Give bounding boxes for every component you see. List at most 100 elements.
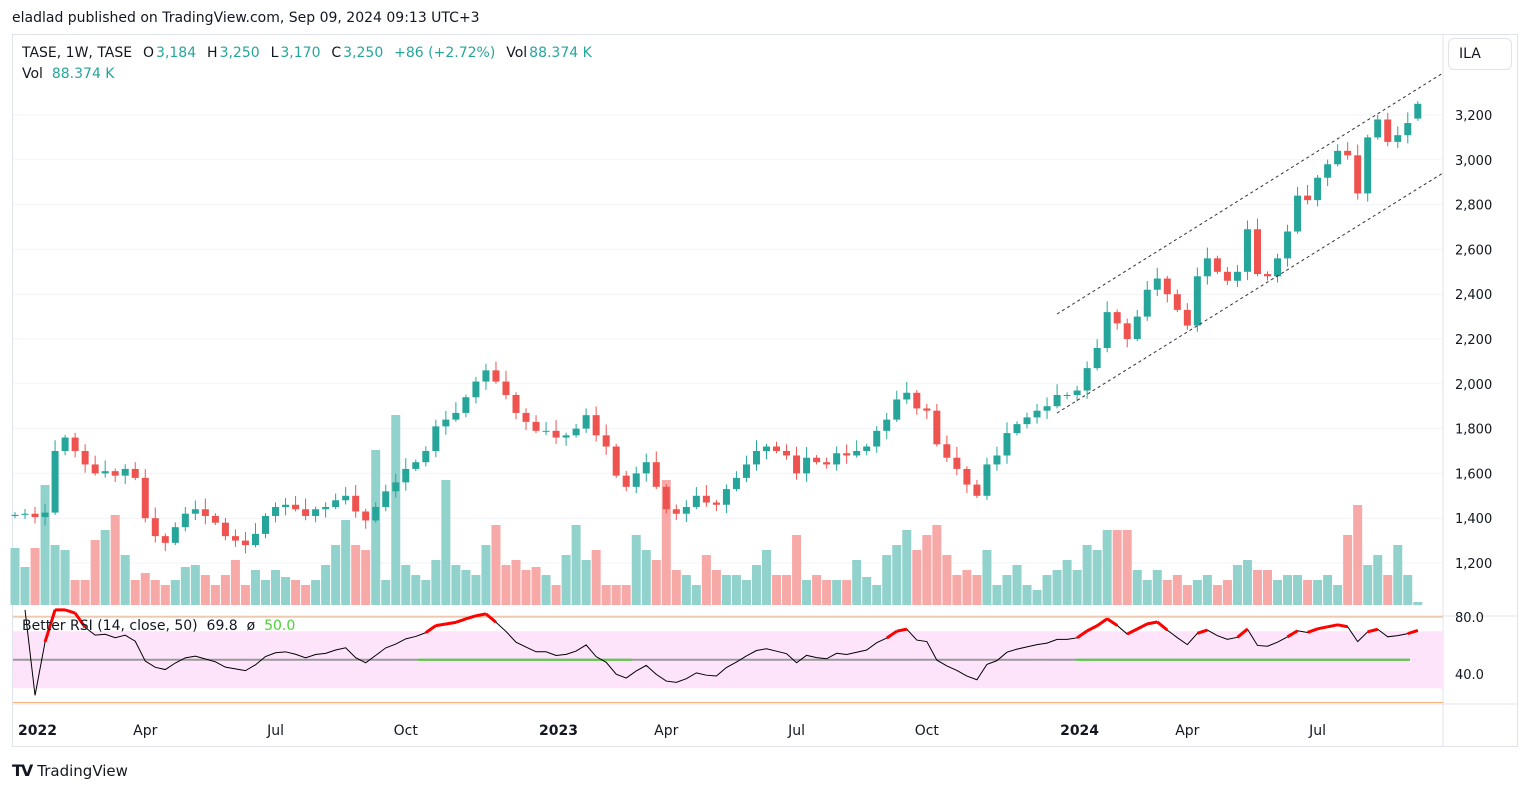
- candle-body: [111, 471, 119, 476]
- candle-body: [893, 399, 901, 420]
- candle-body: [973, 484, 981, 496]
- low-value: 3,170: [280, 45, 321, 61]
- candle-body: [722, 489, 730, 505]
- volume-bar: [200, 575, 210, 605]
- volume-bar: [822, 580, 832, 605]
- candle-body: [1223, 271, 1231, 281]
- candle-body: [432, 426, 440, 451]
- candle-body: [1364, 137, 1372, 194]
- volume-bar: [461, 570, 471, 605]
- candle-body: [21, 513, 29, 515]
- rsi-legend[interactable]: Better RSI (14, close, 50) 69.8 ø 50.0: [22, 618, 295, 634]
- rsi-overbought-segment: [465, 614, 477, 621]
- candle-body: [472, 381, 480, 398]
- volume-bar: [1393, 545, 1403, 605]
- volume-bar: [1242, 560, 1252, 605]
- rsi-overbought-segment: [1196, 628, 1208, 635]
- volume-bar: [1363, 565, 1373, 605]
- candle-body: [532, 421, 540, 431]
- volume-bar: [431, 560, 441, 605]
- price-tick-label: 2,400: [1455, 288, 1492, 303]
- time-tick-label: Oct: [394, 723, 419, 739]
- volume-bar: [902, 530, 912, 605]
- volume-bar: [962, 570, 972, 605]
- candle-body: [873, 430, 881, 447]
- rsi-overbought-segment: [1086, 624, 1098, 633]
- candle-body: [1073, 390, 1081, 395]
- candle-body: [362, 511, 370, 521]
- candle-body: [1253, 229, 1261, 275]
- tradingview-logo-icon[interactable]: TV: [12, 761, 33, 780]
- rsi-overbought-segment: [1136, 622, 1148, 631]
- candle-body: [803, 457, 811, 474]
- rsi-overbought-segment: [1156, 620, 1169, 632]
- volume-bar: [661, 480, 671, 605]
- candle-body: [372, 507, 380, 521]
- volume-bar: [120, 555, 130, 605]
- volume-legend[interactable]: Vol 88.374 K: [22, 66, 114, 82]
- candle-body: [342, 495, 350, 501]
- volume-bar: [1323, 575, 1333, 605]
- volume-bar: [1343, 535, 1353, 605]
- volume-bar: [1313, 580, 1323, 605]
- volume-bar: [832, 580, 842, 605]
- candle-body: [1003, 433, 1011, 456]
- vol-value: 88.374 K: [529, 45, 592, 61]
- candle-body: [642, 462, 650, 474]
- candle-body: [1023, 417, 1031, 425]
- price-tick-label: 1,200: [1455, 557, 1492, 572]
- volume-bar: [190, 565, 200, 605]
- volume-bar: [581, 560, 591, 605]
- volume-bar: [671, 570, 681, 605]
- candle-body: [562, 435, 570, 438]
- rsi-overbought-segment: [1076, 629, 1088, 640]
- candle-body: [752, 451, 760, 465]
- volume-bar: [311, 580, 321, 605]
- chart-frame[interactable]: [12, 34, 1518, 747]
- volume-bar: [1152, 570, 1162, 605]
- candle-body: [91, 464, 99, 474]
- candle-body: [1294, 195, 1302, 232]
- rsi-overbought-segment: [1126, 627, 1138, 636]
- currency-button[interactable]: ILA: [1448, 38, 1512, 70]
- candle-body: [1183, 309, 1191, 326]
- channel-upper-line: [1056, 72, 1444, 315]
- footer-brand: TradingView: [37, 761, 128, 780]
- volume-bar: [932, 525, 942, 605]
- candle-body: [1213, 258, 1221, 272]
- volume-bar: [50, 545, 60, 605]
- rsi-overbought-segment: [1096, 617, 1109, 627]
- candle-body: [1043, 406, 1051, 411]
- volume-bar: [471, 575, 481, 605]
- candle-body: [903, 392, 911, 400]
- candle-body: [552, 430, 560, 438]
- candle-body: [11, 514, 19, 516]
- volume-bar: [331, 545, 341, 605]
- rsi-name: Better RSI (14, close, 50): [22, 618, 198, 634]
- candle-body: [51, 451, 59, 513]
- volume-bar: [1022, 585, 1032, 605]
- volume-bar: [391, 415, 401, 605]
- candle-body: [1384, 119, 1392, 142]
- candle-body: [1063, 395, 1071, 396]
- candle-body: [322, 507, 330, 510]
- candle-body: [692, 495, 700, 507]
- volume-bar: [160, 585, 170, 605]
- candle-body: [241, 540, 249, 546]
- candle-body: [712, 502, 720, 505]
- volume-bar: [782, 575, 792, 605]
- rsi-mid-value: 50.0: [264, 618, 296, 634]
- volume-bar: [1373, 555, 1383, 605]
- volume-bar: [862, 577, 872, 605]
- volume-bar: [361, 550, 371, 605]
- volume-bar: [1172, 575, 1182, 605]
- candle-body: [662, 486, 670, 510]
- candle-body: [652, 462, 660, 487]
- time-tick-label: Apr: [654, 723, 678, 739]
- volume-bar: [491, 525, 501, 605]
- volume-bar: [701, 555, 711, 605]
- rsi-overbought-segment: [475, 612, 487, 618]
- volume-bar: [1062, 560, 1072, 605]
- symbol-title[interactable]: TASE, 1W, TASE: [22, 45, 133, 61]
